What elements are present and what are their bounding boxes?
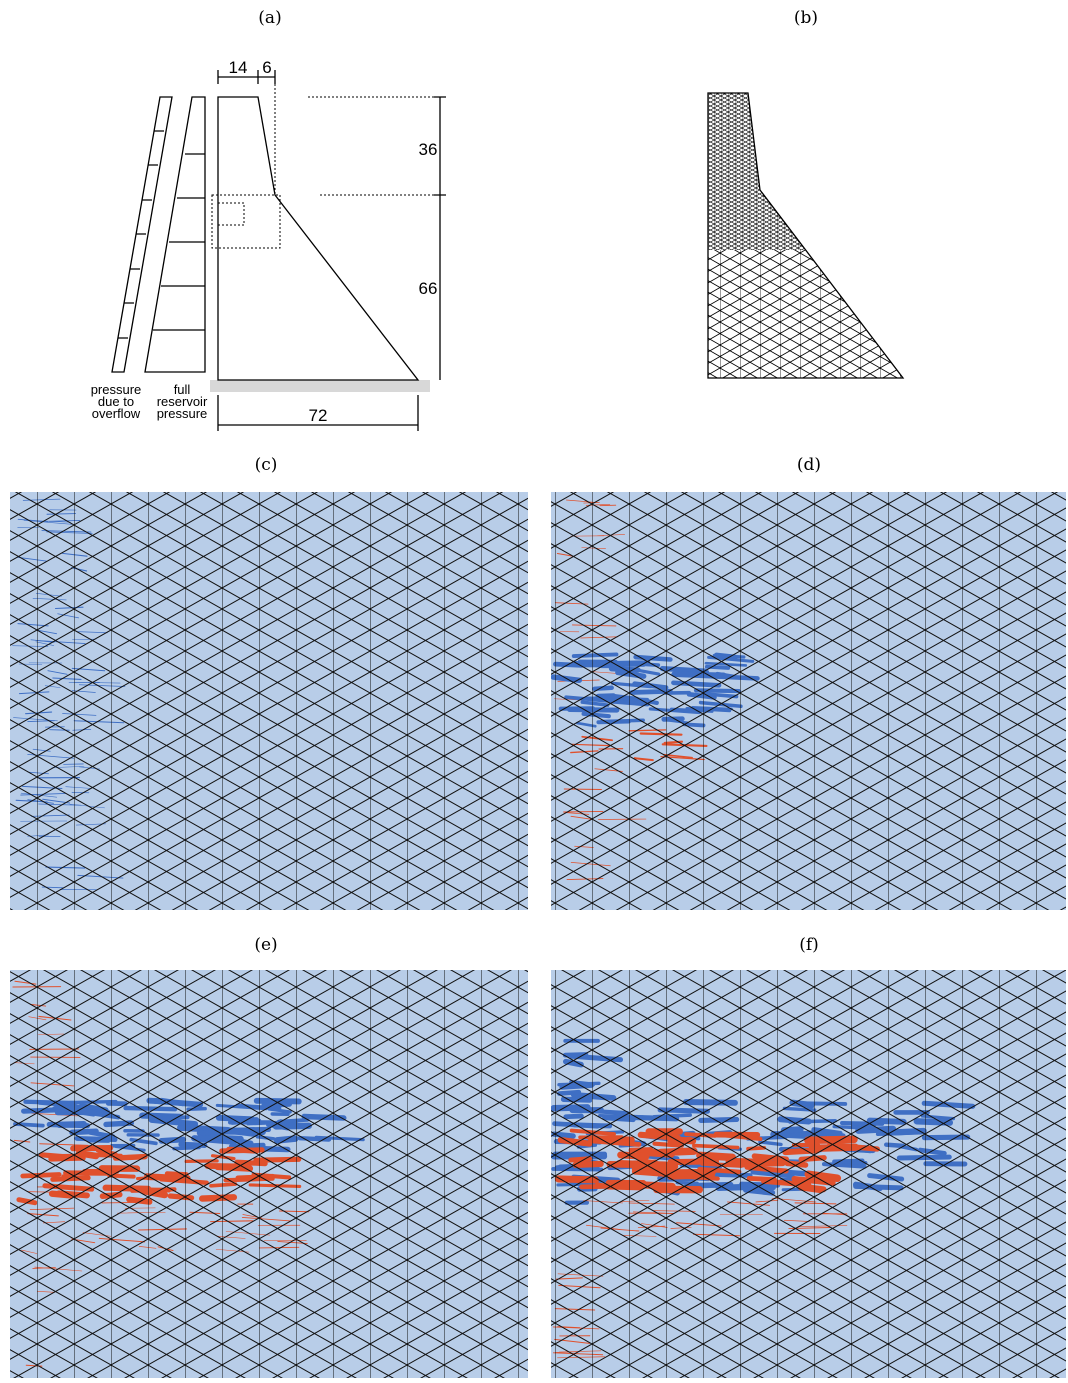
fine-mesh (700, 90, 910, 250)
dimension-label: 6 (262, 58, 271, 77)
panel-label: (a) (258, 8, 281, 28)
panel-label: (b) (794, 8, 818, 28)
zoom-panel (551, 482, 1066, 920)
figure: (a) (b) (c) (d) (e) (f) 14 6 36 66 72 pr… (0, 0, 1068, 1383)
zoom-panel (551, 960, 1066, 1383)
dimension-label: 14 (229, 58, 248, 77)
coarse-mesh (700, 250, 910, 380)
diagram-label: pressure (157, 406, 208, 421)
diagram-label: overflow (92, 406, 141, 421)
mesh (551, 960, 1066, 1383)
mesh (10, 482, 528, 920)
dimension-label: 66 (419, 279, 438, 298)
pressure-ticks (153, 154, 205, 330)
panel-label: (f) (799, 935, 819, 955)
zoom-panels (10, 482, 1066, 1383)
reservoir-pressure (145, 97, 205, 372)
dam-mesh (700, 90, 910, 380)
mesh (10, 960, 528, 1383)
dimension-label: 36 (419, 140, 438, 159)
dimension-label: 72 (309, 406, 328, 425)
panel-label: (e) (254, 935, 277, 955)
zoom-panel (10, 960, 528, 1383)
panel-label: (c) (255, 455, 278, 475)
zoom-panel (10, 482, 528, 920)
foundation (210, 380, 430, 392)
panel-label: (d) (797, 455, 821, 475)
dam-outline (218, 97, 418, 380)
zoom-subregion (218, 203, 244, 225)
dam-sketch: 14 6 36 66 72 pressure due to overflow f… (91, 58, 446, 431)
pressure-ticks (118, 131, 164, 338)
mesh (551, 482, 1066, 920)
